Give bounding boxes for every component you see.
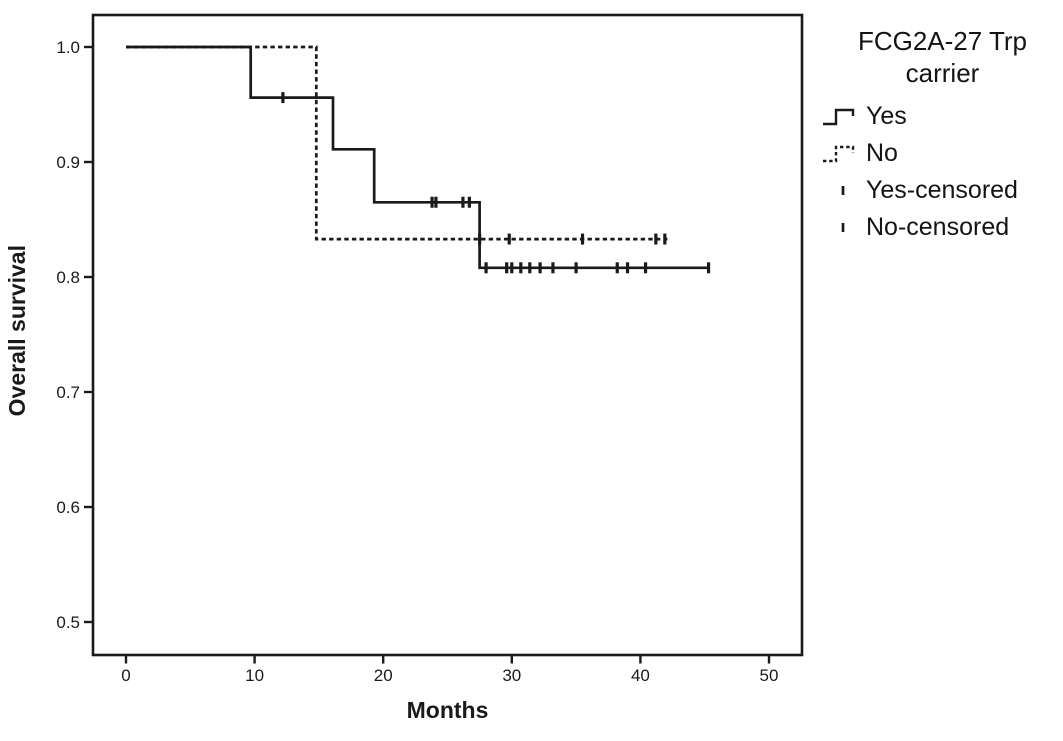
legend-title-line1: FCG2A-27 Trp (857, 26, 1028, 56)
censor-tick-icon (822, 177, 864, 205)
legend-label: Yes (866, 102, 907, 131)
legend: FCG2A-27 Trp carrier Yes No Yes-censored No… (822, 26, 1063, 246)
solid-step-line-icon (822, 103, 864, 131)
y-tick-label: 0.9 (56, 153, 80, 172)
y-tick-label: 0.7 (56, 383, 80, 402)
legend-item-yes-censored: Yes-censored (822, 172, 1063, 209)
x-tick-label: 10 (245, 666, 264, 685)
legend-item-no: No (822, 135, 1063, 172)
legend-item-yes: Yes (822, 98, 1063, 135)
dashed-step-line-icon (822, 140, 864, 168)
y-tick-label: 1.0 (56, 38, 80, 57)
censor-tick-icon (822, 214, 864, 242)
x-tick-label: 30 (502, 666, 521, 685)
legend-label: Yes-censored (866, 176, 1018, 205)
y-tick-label: 0.6 (56, 498, 80, 517)
yes-survival-curve (126, 45, 709, 270)
y-axis: 1.0 0.9 0.8 0.7 0.6 0.5 (56, 38, 93, 632)
y-axis-title: Overall survival (3, 245, 30, 417)
no-survival-curve (126, 45, 668, 241)
x-axis: 0 10 20 30 40 50 (121, 655, 778, 685)
x-tick-label: 40 (631, 666, 650, 685)
plot-border (91, 13, 804, 657)
legend-item-list: Yes No Yes-censored No-censored (822, 98, 1063, 246)
y-tick-label: 0.8 (56, 268, 80, 287)
legend-title: FCG2A-27 Trp carrier (822, 26, 1063, 89)
legend-title-line2: carrier (905, 57, 980, 88)
legend-item-no-censored: No-censored (822, 209, 1063, 246)
x-tick-label: 20 (374, 666, 393, 685)
legend-label: No (866, 139, 898, 168)
y-tick-label: 0.5 (56, 613, 80, 632)
x-axis-title: Months (406, 697, 489, 723)
legend-label: No-censored (866, 213, 1010, 242)
x-tick-label: 50 (760, 666, 779, 685)
yes-censor-marks (281, 92, 711, 274)
no-censor-marks (478, 233, 667, 245)
x-tick-label: 0 (121, 666, 130, 685)
